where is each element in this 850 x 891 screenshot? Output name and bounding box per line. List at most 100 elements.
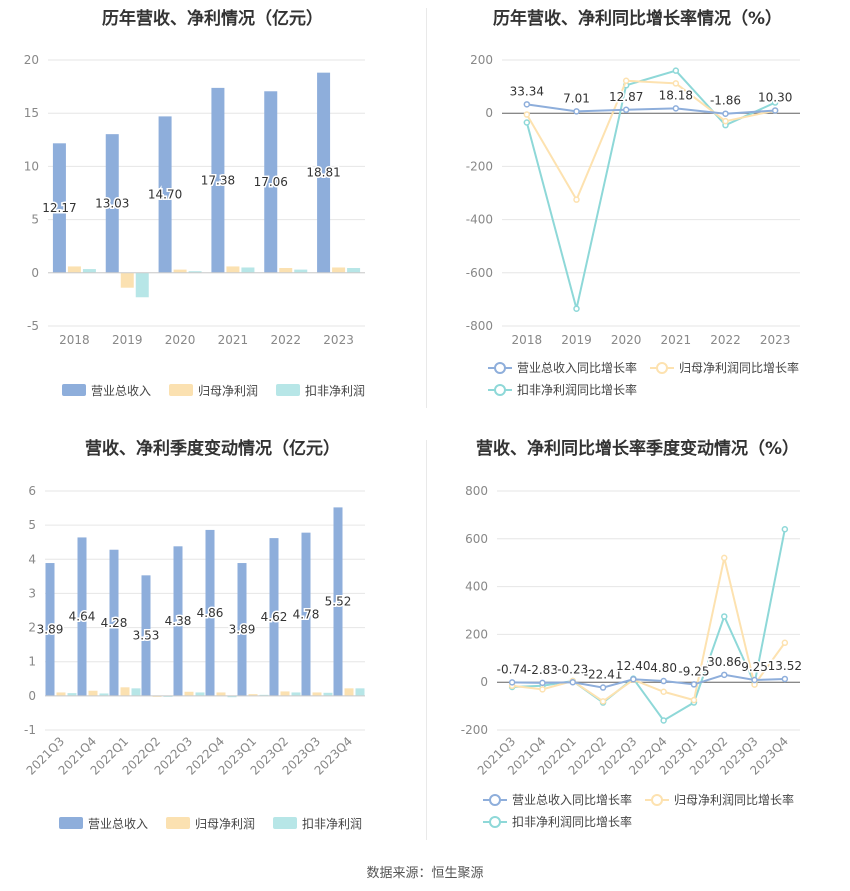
data-point — [781, 639, 789, 647]
bar-deducted-profit — [291, 692, 301, 696]
y-tick-label: 200 — [470, 53, 493, 67]
bar-net-profit — [184, 691, 194, 696]
bar-deducted-profit — [135, 272, 149, 298]
bar-deducted-profit — [67, 693, 77, 696]
point-value-label: -0.74 — [497, 662, 528, 676]
bar-net-profit — [226, 266, 240, 273]
y-tick-label: 0 — [480, 675, 488, 689]
legend-label: 扣非净利润同比增长率 — [512, 814, 632, 829]
data-point — [599, 698, 607, 705]
legend-marker — [656, 362, 668, 374]
bar-net-profit — [216, 692, 226, 696]
data-point — [660, 688, 667, 696]
series-line — [525, 69, 776, 309]
chart-title: 历年营收、净利同比增长率情况（%） — [492, 9, 783, 29]
bar-net-profit — [120, 272, 134, 288]
x-tick-label: 2019 — [561, 333, 592, 347]
point-value-label: -1.86 — [710, 94, 741, 108]
bar-deducted-profit — [347, 268, 361, 273]
bar-revenue — [45, 563, 55, 696]
point-value-label: -2.83 — [527, 663, 558, 677]
bar-value-label: 14.70 — [148, 188, 182, 202]
bar-value-label: 3.89 — [37, 622, 64, 636]
chart-title: 营收、净利同比增长率季度变动情况（%） — [475, 439, 800, 459]
bar-net-profit — [312, 692, 322, 696]
series-line — [512, 673, 785, 689]
x-tick-label: 2022 — [710, 333, 741, 347]
data-point — [721, 554, 728, 562]
legend-label: 归母净利润同比增长率 — [674, 792, 794, 807]
y-tick-label: 800 — [465, 484, 488, 498]
legend-label: 营业总收入同比增长率 — [512, 792, 632, 807]
data-point — [672, 67, 680, 74]
data-source-note: 数据来源：恒生聚源 — [366, 866, 484, 881]
legend-swatch — [273, 817, 297, 829]
bar-value-label: 13.03 — [95, 196, 129, 210]
data-point — [722, 110, 729, 117]
bar-deducted-profit — [241, 267, 255, 273]
data-point — [721, 613, 728, 620]
point-value-label: 30.86 — [707, 655, 741, 669]
data-point — [523, 111, 531, 118]
y-tick-label: 1 — [28, 655, 36, 669]
bar-net-profit — [332, 267, 346, 273]
point-value-label: -22.41 — [584, 668, 623, 682]
bar-deducted-profit — [294, 269, 308, 273]
bar-deducted-profit — [99, 693, 109, 696]
bar-revenue — [333, 507, 343, 696]
y-tick-label: 15 — [24, 106, 39, 120]
legend-swatch — [166, 817, 190, 829]
y-tick-label: -200 — [466, 159, 493, 173]
data-point — [771, 107, 779, 114]
y-tick-label: -600 — [466, 266, 493, 280]
point-value-label: 12.40 — [616, 659, 650, 673]
x-tick-label: 2020 — [165, 333, 196, 347]
data-point — [539, 686, 546, 693]
point-value-label: 18.18 — [659, 88, 693, 102]
y-tick-label: 20 — [24, 53, 39, 67]
x-tick-label: 2023 — [760, 333, 791, 347]
x-tick-label: 2018 — [59, 333, 90, 347]
data-point — [660, 717, 667, 724]
bar-deducted-profit — [195, 692, 205, 696]
y-tick-label: -1 — [24, 723, 36, 737]
bar-revenue — [141, 575, 151, 696]
bar-deducted-profit — [355, 688, 365, 696]
bar-deducted-profit — [227, 695, 237, 698]
quarterly-growth-line-chart: -200 0 200 400 600 800 -0.74 -2.83 -0.23-22.4112… — [461, 484, 804, 829]
bar-revenue — [211, 87, 225, 273]
data-point — [690, 681, 698, 688]
bar-net-profit — [280, 691, 290, 696]
data-point — [573, 108, 580, 115]
data-point — [599, 684, 607, 691]
data-point — [622, 106, 630, 114]
legend-marker — [489, 794, 501, 806]
bar-revenue — [77, 537, 87, 696]
chart-title: 营收、净利季度变动情况（亿元） — [85, 439, 340, 459]
bar-value-label: 18.81 — [306, 166, 340, 180]
bar-deducted-profit — [82, 269, 96, 273]
bar-revenue — [317, 72, 331, 273]
legend-label: 归母净利润 — [195, 817, 255, 831]
bar-revenue — [269, 538, 279, 696]
bar-value-label: 4.86 — [197, 606, 224, 620]
y-tick-label: 3 — [28, 586, 36, 600]
legend-label: 扣非净利润同比增长率 — [517, 382, 637, 397]
series-line — [526, 103, 776, 115]
annual-growth-panel: 历年营收、净利同比增长率情况（%） -800 -600 -400 -200 0 200 33… — [425, 0, 850, 432]
bar-deducted-profit — [188, 271, 202, 273]
legend-label: 营业总收入 — [88, 817, 148, 831]
legend-label: 扣非净利润 — [305, 384, 365, 398]
bar-revenue — [264, 91, 278, 273]
bar-value-label: 17.06 — [254, 175, 288, 189]
legend-marker — [494, 362, 506, 374]
data-point — [508, 679, 516, 686]
legend-label: 营业总收入同比增长率 — [517, 360, 637, 375]
legend-marker — [494, 384, 506, 396]
point-value-label: 13.52 — [768, 659, 802, 673]
point-value-label: 12.87 — [609, 90, 643, 104]
legend-swatch — [59, 817, 83, 829]
bar-revenue — [158, 116, 172, 273]
data-point — [660, 677, 667, 685]
bar-deducted-profit — [163, 695, 173, 697]
